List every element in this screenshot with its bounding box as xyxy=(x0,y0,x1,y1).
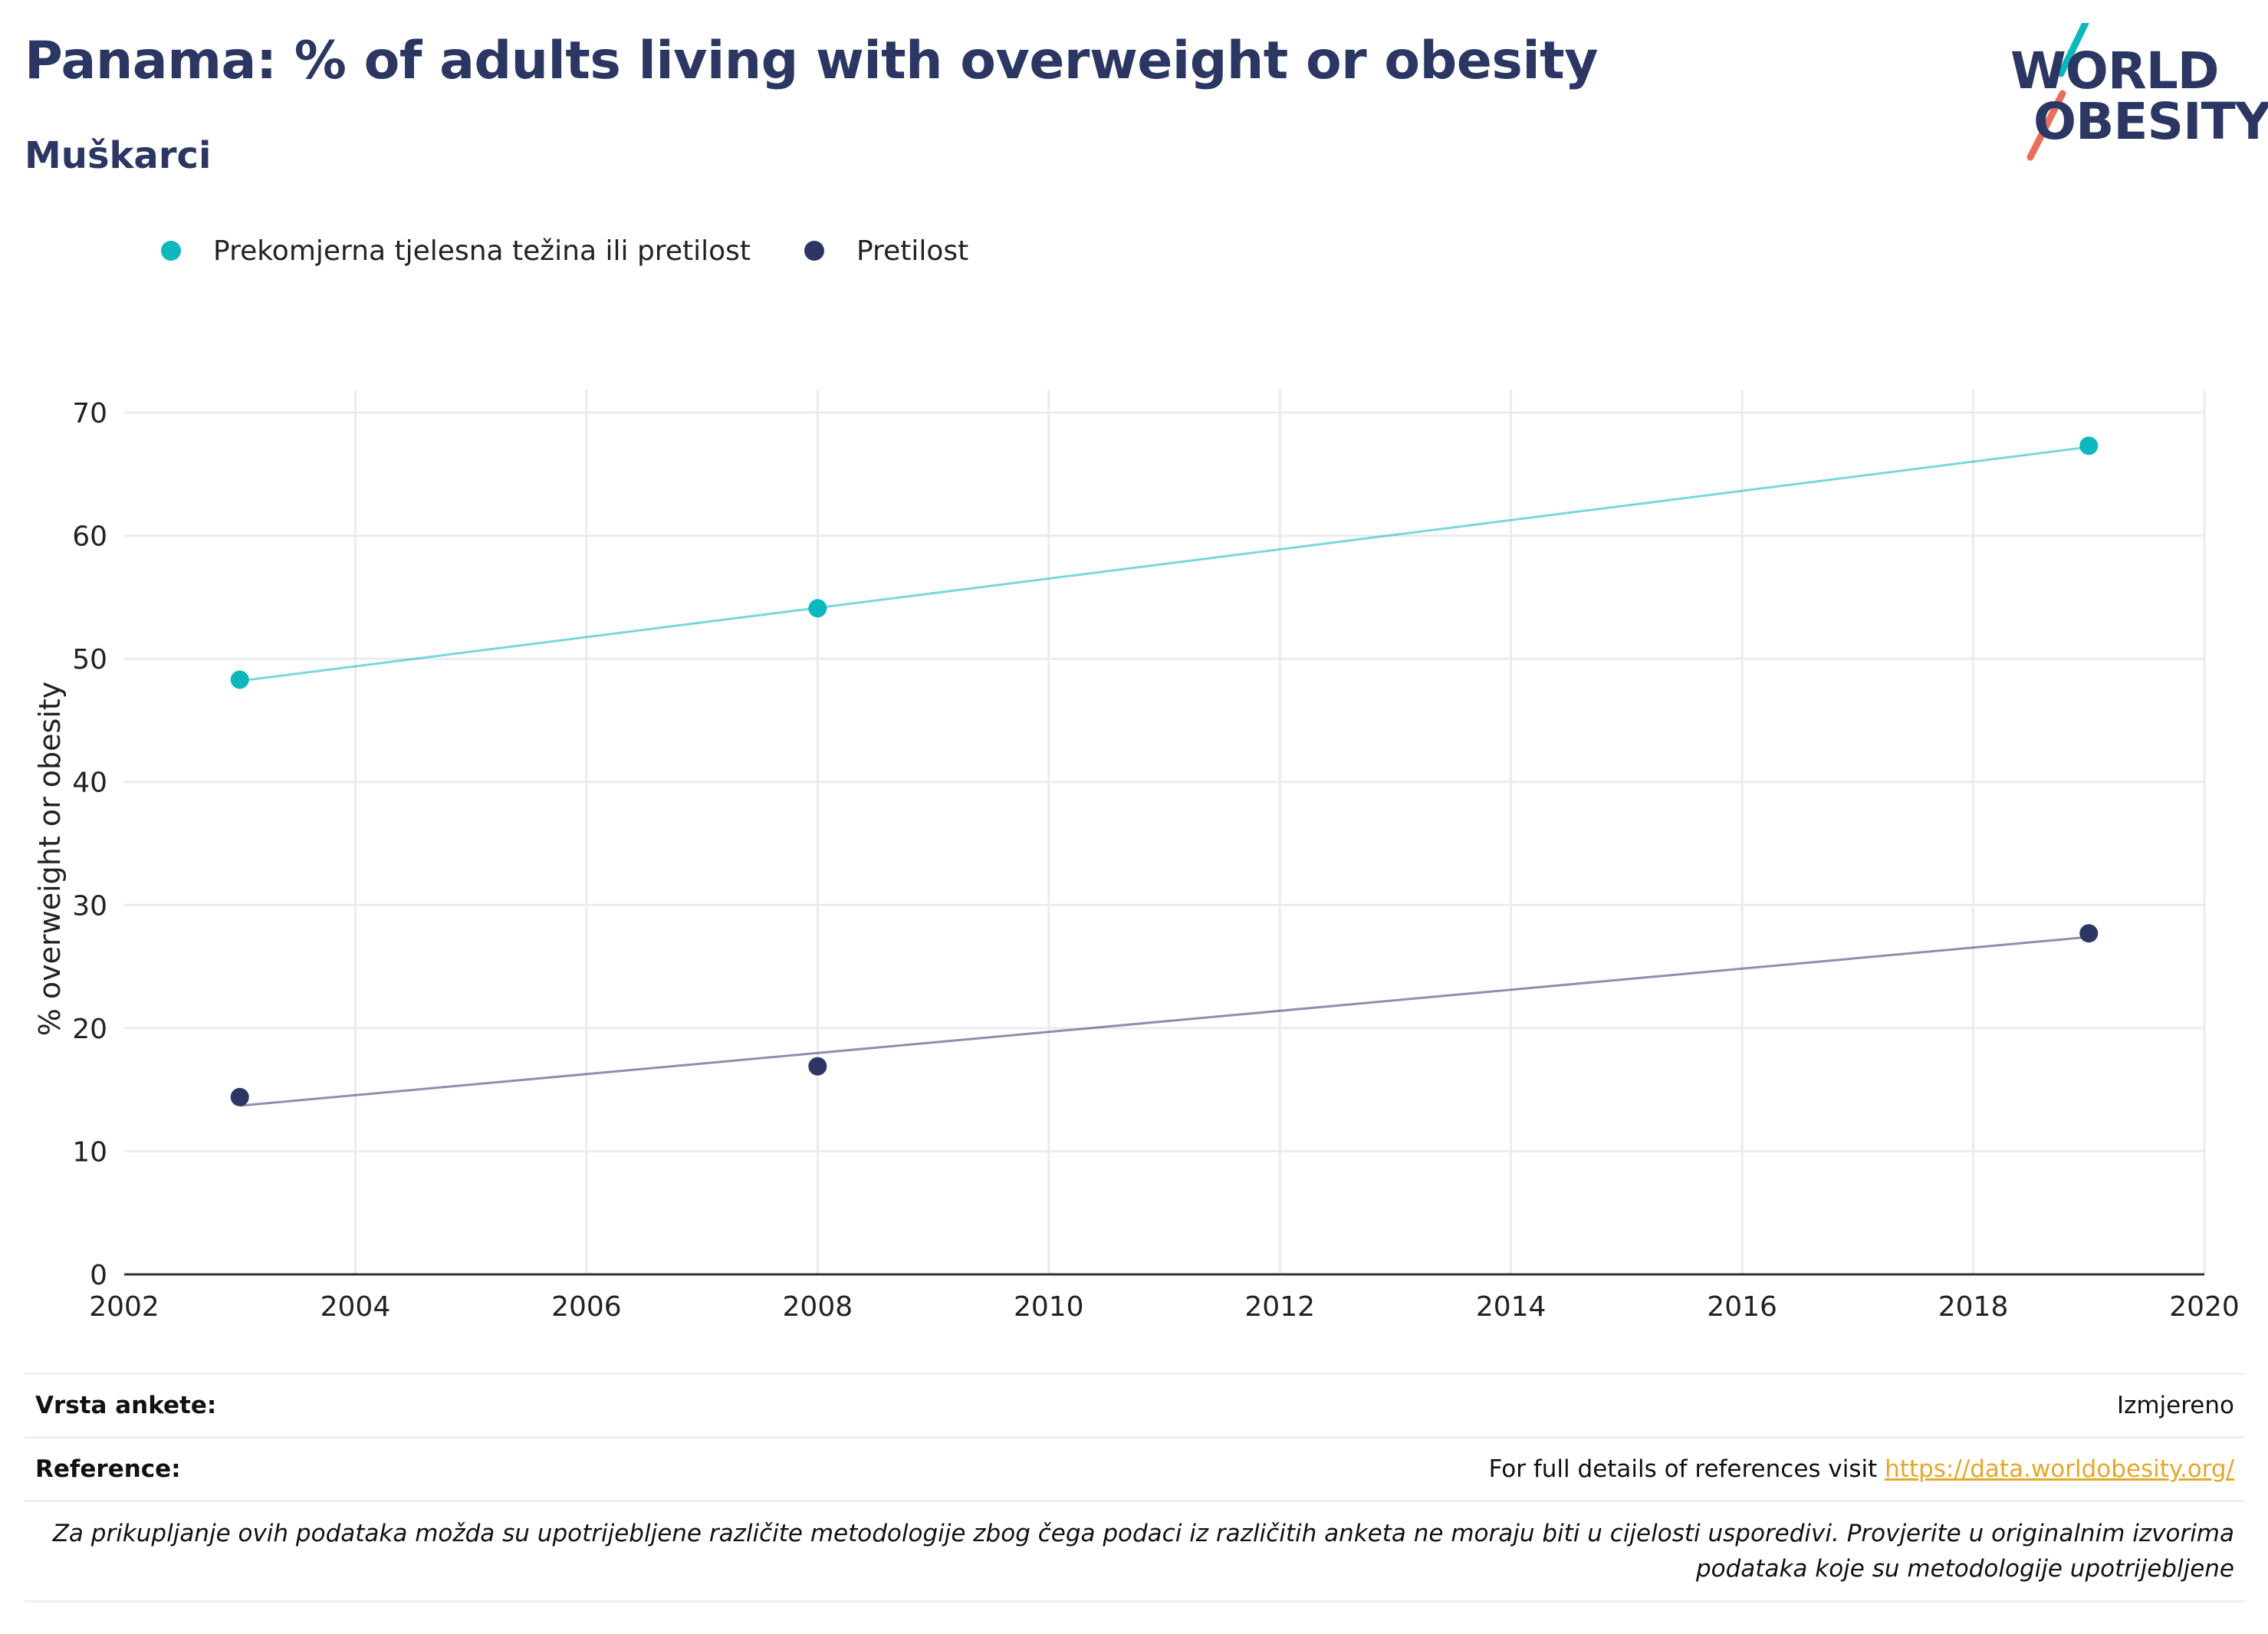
reference-link[interactable]: https://data.worldobesity.org/ xyxy=(1885,1455,2234,1483)
methodology-note-line-2: podataka koje su metodologije upotrijebl… xyxy=(1695,1555,2234,1583)
data-point-0 xyxy=(230,670,249,689)
chart-subtitle: Muškarci xyxy=(25,134,212,177)
y-tick-label: 20 xyxy=(72,1014,107,1045)
page-title: Panama: % of adults living with overweig… xyxy=(25,31,1599,91)
x-tick-label: 2014 xyxy=(1476,1291,1547,1323)
x-tick-label: 2004 xyxy=(320,1291,391,1323)
trend-line-1 xyxy=(239,935,2089,1107)
data-point-0 xyxy=(808,599,827,618)
x-tick-label: 2012 xyxy=(1244,1291,1315,1323)
data-point-1 xyxy=(230,1087,249,1106)
y-tick-label: 50 xyxy=(72,644,107,676)
logo-slash-icon xyxy=(2026,23,2089,161)
methodology-note-line-1: Za prikupljanje ovih podataka možda su u… xyxy=(52,1520,2234,1547)
trend-line-0 xyxy=(239,445,2089,682)
y-tick-label: 30 xyxy=(72,890,107,922)
info-table: Vrsta ankete: Izmjereno Reference: For f… xyxy=(25,1373,2245,1603)
methodology-note: Za prikupljanje ovih podataka možda su u… xyxy=(25,1500,2245,1603)
legend-item-obesity[interactable]: Pretilost xyxy=(804,235,968,267)
y-tick-label: 70 xyxy=(72,398,107,429)
survey-type-label: Vrsta ankete: xyxy=(35,1392,217,1419)
world-obesity-logo: WORLD OBESITY xyxy=(1994,23,2268,161)
chart-legend: Prekomjerna tjelesna težina ili pretilos… xyxy=(161,230,1022,271)
legend-label-obesity: Pretilost xyxy=(856,235,969,267)
logo-line-1: WORLD xyxy=(2010,41,2220,100)
x-tick-label: 2010 xyxy=(1014,1291,1084,1323)
reference-row: Reference: For full details of reference… xyxy=(25,1436,2245,1500)
survey-type-row: Vrsta ankete: Izmjereno xyxy=(25,1373,2245,1436)
y-tick-label: 40 xyxy=(72,768,107,799)
legend-label-overweight: Prekomjerna tjelesna težina ili pretilos… xyxy=(213,235,751,267)
scatter-chart: 0 10 20 30 40 50 60 70 2002 2004 2006 2008 2010 2012 2… xyxy=(33,390,2240,1323)
legend-marker-overweight xyxy=(161,241,181,261)
x-tick-label: 2002 xyxy=(89,1291,159,1323)
data-point-1 xyxy=(808,1057,827,1076)
x-tick-label: 2006 xyxy=(551,1291,622,1323)
legend-marker-obesity xyxy=(804,241,824,261)
y-tick-label: 0 xyxy=(90,1260,107,1291)
reference-label: Reference: xyxy=(35,1455,181,1483)
survey-type-value: Izmjereno xyxy=(2116,1392,2234,1419)
x-tick-label: 2020 xyxy=(2169,1291,2240,1323)
data-point-1 xyxy=(2079,924,2099,943)
x-tick-label: 2016 xyxy=(1707,1291,1777,1323)
y-tick-label: 10 xyxy=(72,1136,107,1168)
reference-text: For full details of references visit xyxy=(1488,1455,1885,1483)
x-tick-label: 2008 xyxy=(783,1291,853,1323)
data-point-0 xyxy=(2079,436,2099,455)
legend-item-overweight[interactable]: Prekomjerna tjelesna težina ili pretilos… xyxy=(161,235,751,267)
y-axis-label: % overweight or obesity xyxy=(33,682,67,1037)
y-tick-label: 60 xyxy=(72,521,107,553)
logo-line-2: OBESITY xyxy=(2033,92,2268,151)
x-tick-label: 2018 xyxy=(1938,1291,2009,1323)
reference-value: For full details of references visit htt… xyxy=(1489,1455,2234,1483)
